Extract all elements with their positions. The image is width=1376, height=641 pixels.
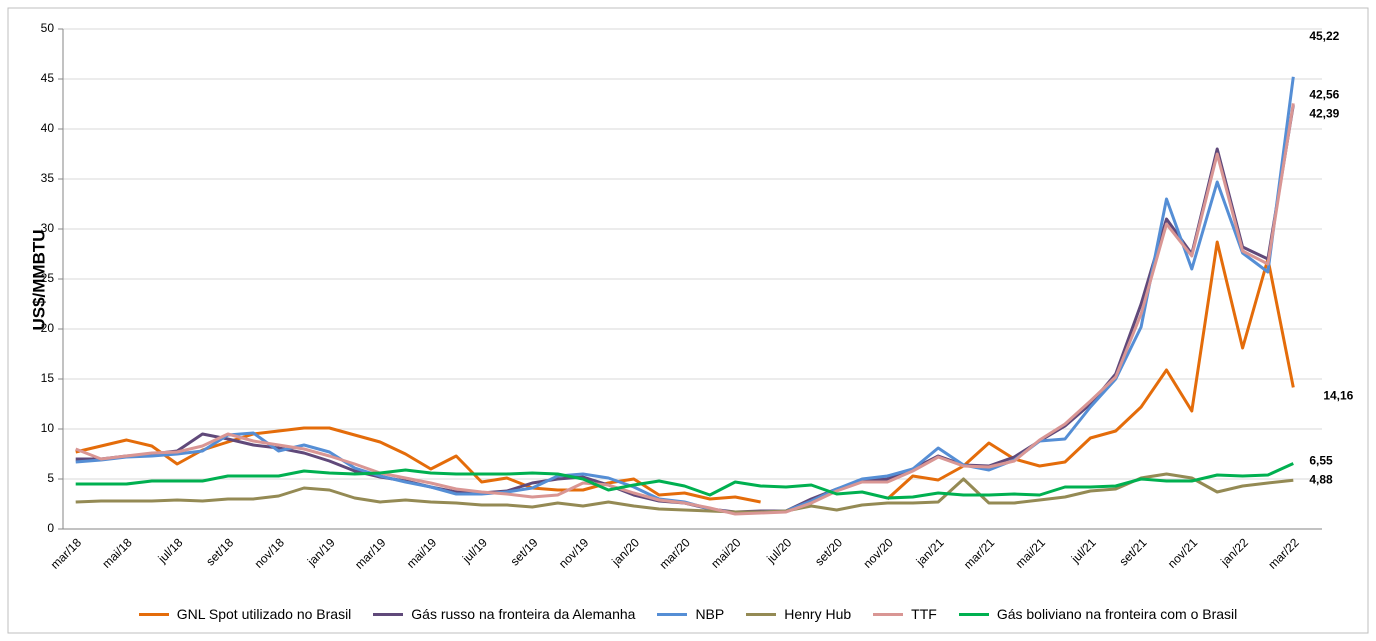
y-tick-label: 45 [41,71,55,85]
x-tick-label: mai/20 [708,535,744,571]
y-tick-label: 0 [47,521,54,535]
y-tick-label: 5 [47,471,54,485]
legend-label: GNL Spot utilizado no Brasil [176,606,352,622]
y-tick-label: 35 [41,171,55,185]
x-tick-label: set/18 [203,535,236,568]
value-label: 42,56 [1309,88,1339,102]
x-tick-label: jan/20 [608,535,642,569]
legend-item: GNL Spot utilizado no Brasil [138,606,352,622]
value-label: 14,16 [1323,389,1353,403]
y-tick-label: 50 [41,21,55,35]
legend-label: NBP [695,606,725,622]
value-label: 42,39 [1309,106,1339,120]
y-axis-title: US$/MMBTU [29,229,48,330]
x-tick-label: mai/21 [1013,535,1049,571]
x-tick-label: mar/19 [352,535,389,572]
x-tick-label: set/20 [812,535,845,568]
x-tick-label: mar/18 [48,535,85,572]
x-tick-label: set/19 [508,535,541,568]
legend-label: Henry Hub [784,606,852,622]
legend-item: TTF [873,606,937,622]
legend-swatch [746,612,777,616]
y-tick-label: 15 [41,371,55,385]
series-line [75,104,1295,514]
series-line [75,240,1295,504]
legend-label: TTF [911,606,937,622]
series-line [75,76,1295,515]
series-line [75,462,1294,500]
x-tick-label: set/21 [1116,535,1149,568]
legend-swatch [373,612,404,616]
x-tick-label: mai/18 [99,535,135,571]
legend-item: Gás russo na fronteira da Alemanha [373,606,635,622]
legend-item: Gás boliviano na fronteira com o Brasil [958,606,1238,622]
legend-item: Henry Hub [746,606,851,622]
x-tick-label: mar/22 [1265,535,1302,572]
x-tick-label: nov/18 [252,535,288,571]
x-tick-label: jul/21 [1068,535,1099,566]
chart-border [7,7,1369,634]
legend-label: Gás russo na fronteira da Alemanha [411,606,636,622]
legend: GNL Spot utilizado no Brasil Gás russo na… [0,606,1376,622]
value-label: 4,88 [1309,472,1333,486]
x-tick-label: mai/19 [404,535,440,571]
legend-item: NBP [657,606,724,622]
value-label: 6,55 [1309,454,1333,468]
x-tick-label: jan/22 [1217,535,1251,569]
x-tick-label: mar/20 [657,535,694,572]
series-line [75,103,1295,516]
x-tick-label: mar/21 [961,535,998,572]
x-tick-label: nov/19 [556,535,592,571]
y-tick-label: 20 [41,321,55,335]
x-tick-label: jan/21 [913,535,947,569]
x-tick-label: jul/20 [763,535,794,566]
y-tick-label: 30 [41,221,55,235]
legend-swatch [873,612,904,616]
x-tick-label: nov/21 [1165,535,1201,571]
y-tick-label: 10 [41,421,55,435]
legend-swatch [138,612,169,616]
y-tick-label: 25 [41,271,55,285]
value-label: 45,22 [1309,29,1339,43]
x-tick-label: nov/20 [860,535,896,571]
x-tick-label: jul/18 [155,535,186,566]
legend-swatch [958,612,989,616]
series-line [75,472,1294,514]
y-tick-label: 40 [41,121,55,135]
legend-swatch [657,612,688,616]
legend-label: Gás boliviano na fronteira com o Brasil [996,606,1238,622]
x-tick-label: jan/19 [304,535,338,569]
x-tick-label: jul/19 [459,535,490,566]
